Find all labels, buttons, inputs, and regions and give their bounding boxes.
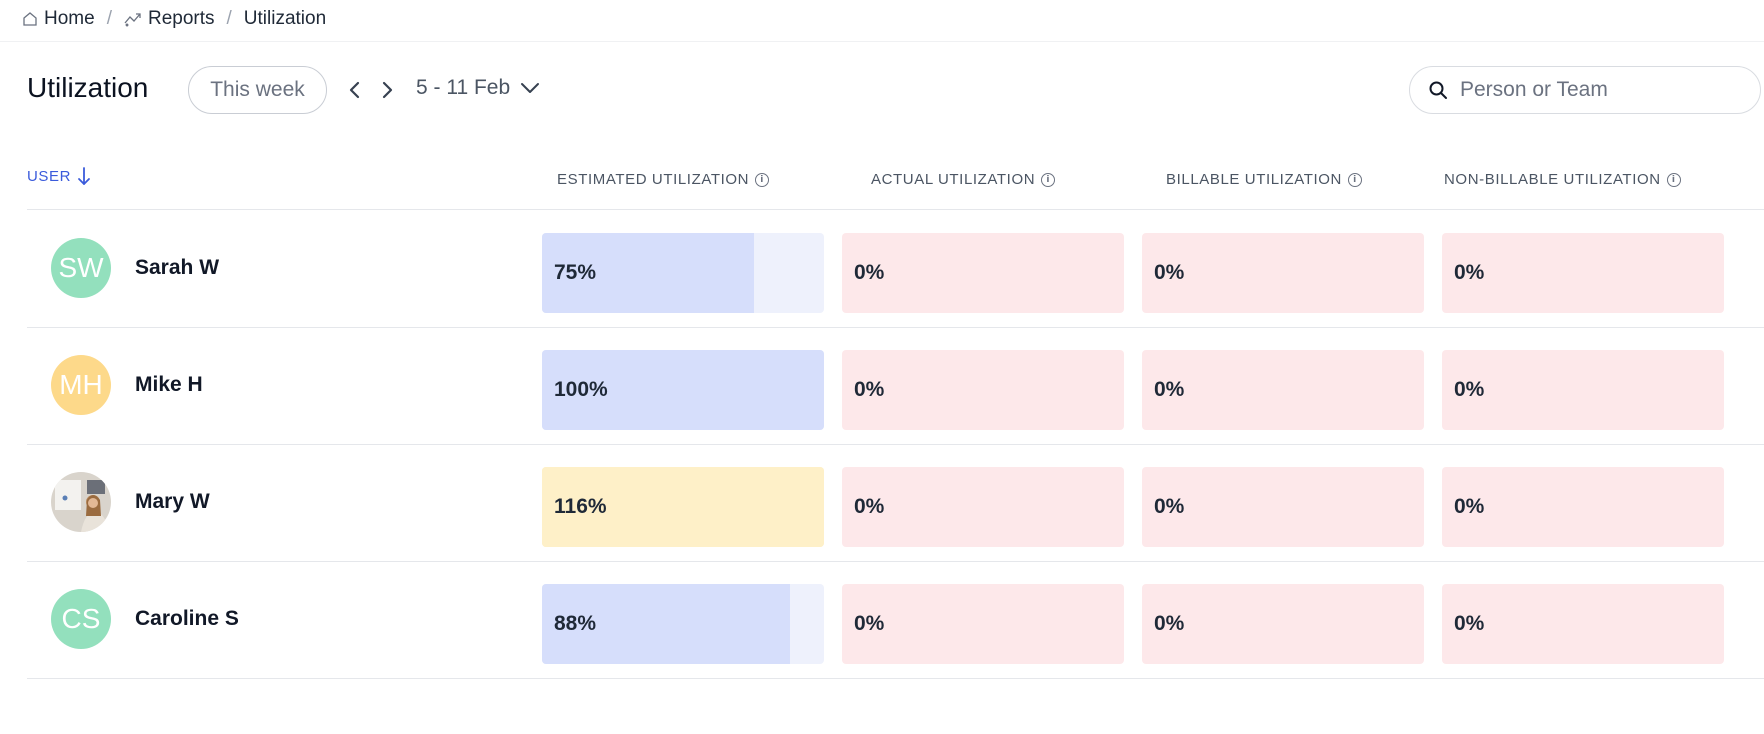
- info-icon[interactable]: i: [1666, 172, 1681, 187]
- avatar-photo: [51, 472, 111, 532]
- date-range-label: 5 - 11 Feb: [416, 76, 511, 99]
- search-icon: [1429, 81, 1447, 99]
- chevron-right-icon: [382, 81, 393, 99]
- breadcrumb-home[interactable]: Home: [22, 8, 95, 30]
- estimated-utilization-value: 116%: [554, 495, 607, 518]
- billable-utilization-cell: 0%: [1142, 584, 1424, 664]
- home-icon: [22, 11, 38, 27]
- divider: [27, 327, 1764, 328]
- table-row[interactable]: CS Caroline S 88% 0% 0% 0%: [27, 561, 1764, 678]
- non-billable-utilization-value: 0%: [1454, 378, 1485, 401]
- sort-descending-icon: [78, 167, 90, 185]
- avatar: MH: [51, 355, 111, 415]
- column-header-billable-label: BILLABLE UTILIZATION: [1166, 171, 1342, 188]
- table-row[interactable]: SW Sarah W 75% 0% 0% 0%: [27, 210, 1764, 327]
- avatar-initials: SW: [58, 252, 104, 283]
- actual-utilization-cell: 0%: [842, 350, 1124, 430]
- next-week-button[interactable]: [373, 76, 401, 104]
- user-name[interactable]: Sarah W: [135, 256, 220, 279]
- breadcrumb-separator: /: [226, 7, 232, 29]
- breadcrumb-separator: /: [106, 7, 112, 29]
- non-billable-utilization-value: 0%: [1454, 261, 1485, 284]
- breadcrumb-reports[interactable]: Reports: [124, 8, 215, 30]
- user-name[interactable]: Mary W: [135, 490, 210, 513]
- info-icon[interactable]: i: [1347, 172, 1362, 187]
- avatar-initials: CS: [61, 603, 101, 634]
- actual-utilization-cell: 0%: [842, 584, 1124, 664]
- estimated-utilization-bar: [542, 233, 754, 313]
- divider: [27, 444, 1764, 445]
- user-name[interactable]: Mike H: [135, 373, 203, 396]
- actual-utilization-value: 0%: [854, 261, 885, 284]
- non-billable-utilization-value: 0%: [1454, 612, 1485, 635]
- billable-utilization-cell: 0%: [1142, 233, 1424, 313]
- user-name[interactable]: Caroline S: [135, 607, 239, 630]
- billable-utilization-cell: 0%: [1142, 350, 1424, 430]
- actual-utilization-value: 0%: [854, 378, 885, 401]
- divider: [27, 209, 1764, 210]
- divider: [27, 561, 1764, 562]
- billable-utilization-value: 0%: [1154, 378, 1185, 401]
- billable-utilization-cell: 0%: [1142, 467, 1424, 547]
- billable-utilization-value: 0%: [1154, 261, 1185, 284]
- estimated-utilization-cell: 75%: [542, 233, 824, 313]
- estimated-utilization-value: 88%: [554, 612, 597, 635]
- estimated-utilization-cell: 100%: [542, 350, 824, 430]
- avatar-initials: MH: [59, 369, 103, 400]
- table-row[interactable]: Mary W 116% 0% 0% 0%: [27, 444, 1764, 561]
- column-header-actual-label: ACTUAL UTILIZATION: [871, 171, 1036, 188]
- non-billable-utilization-value: 0%: [1454, 495, 1485, 518]
- actual-utilization-cell: 0%: [842, 233, 1124, 313]
- info-icon[interactable]: i: [1041, 172, 1056, 187]
- breadcrumb: Home / Reports / Utilization: [22, 0, 326, 37]
- estimated-utilization-bar: [542, 467, 824, 547]
- column-header-estimated-label: ESTIMATED UTILIZATION: [557, 171, 750, 188]
- column-header-estimated: ESTIMATED UTILIZATION i: [557, 171, 770, 188]
- avatar: CS: [51, 589, 111, 649]
- search-input[interactable]: [1460, 78, 1730, 102]
- table-row[interactable]: MH Mike H 100% 0% 0% 0%: [27, 327, 1764, 444]
- billable-utilization-value: 0%: [1154, 612, 1185, 635]
- column-header-actual: ACTUAL UTILIZATION i: [871, 171, 1056, 188]
- actual-utilization-value: 0%: [854, 612, 885, 635]
- billable-utilization-value: 0%: [1154, 495, 1185, 518]
- chevron-down-icon: [521, 83, 540, 93]
- non-billable-utilization-cell: 0%: [1442, 584, 1724, 664]
- breadcrumb-current: Utilization: [243, 7, 327, 29]
- breadcrumb-home-label: Home: [44, 7, 95, 29]
- non-billable-utilization-cell: 0%: [1442, 350, 1724, 430]
- previous-week-button[interactable]: [341, 76, 369, 104]
- divider: [0, 41, 1764, 42]
- estimated-utilization-bar: [542, 584, 791, 664]
- actual-utilization-cell: 0%: [842, 467, 1124, 547]
- column-header-user-label: USER: [27, 167, 72, 185]
- column-header-user[interactable]: USER: [27, 166, 91, 186]
- info-icon[interactable]: i: [755, 172, 770, 187]
- column-header-non-billable-label: NON-BILLABLE UTILIZATION: [1444, 171, 1661, 188]
- search-box[interactable]: [1409, 66, 1761, 114]
- avatar: SW: [51, 238, 111, 298]
- divider: [27, 678, 1764, 679]
- actual-utilization-value: 0%: [854, 495, 885, 518]
- reports-icon: [124, 11, 142, 27]
- estimated-utilization-value: 75%: [554, 261, 597, 284]
- date-range-selector[interactable]: 5 - 11 Feb: [416, 76, 540, 100]
- estimated-utilization-cell: 88%: [542, 584, 824, 664]
- non-billable-utilization-cell: 0%: [1442, 467, 1724, 547]
- estimated-utilization-value: 100%: [554, 378, 608, 401]
- chevron-left-icon: [349, 81, 360, 99]
- estimated-utilization-cell: 116%: [542, 467, 824, 547]
- non-billable-utilization-cell: 0%: [1442, 233, 1724, 313]
- page-title: Utilization: [27, 72, 149, 103]
- avatar-photo-image: [51, 472, 111, 532]
- column-header-non-billable: NON-BILLABLE UTILIZATION i: [1444, 171, 1681, 188]
- column-header-billable: BILLABLE UTILIZATION i: [1166, 171, 1362, 188]
- breadcrumb-reports-label: Reports: [147, 7, 215, 29]
- estimated-utilization-bar: [542, 350, 824, 430]
- this-week-button[interactable]: This week: [188, 66, 327, 114]
